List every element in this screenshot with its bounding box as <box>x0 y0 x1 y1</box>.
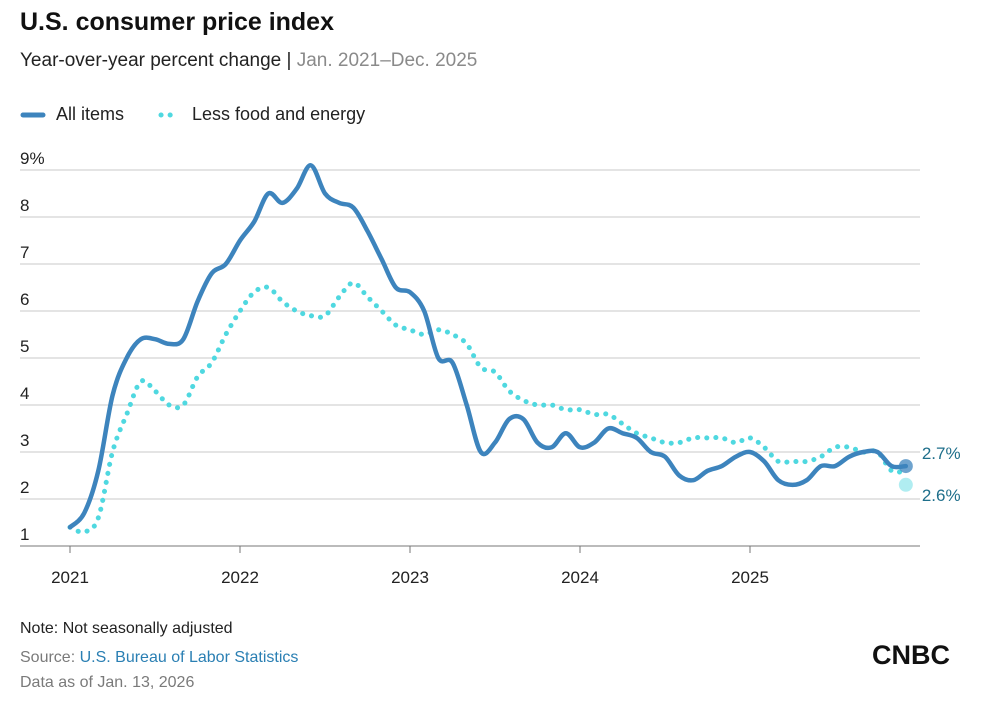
x-tick-label: 2021 <box>51 568 89 587</box>
y-tick-label: 6 <box>20 290 29 309</box>
chart-legend: All items Less food and energy <box>20 104 399 125</box>
x-tick-label: 2024 <box>561 568 599 587</box>
source-prefix: Source: <box>20 649 80 666</box>
x-tick-label: 2022 <box>221 568 259 587</box>
legend-item-less-food-energy: Less food and energy <box>158 104 365 125</box>
legend-label: All items <box>56 104 125 124</box>
y-tick-label: 4 <box>20 384 29 403</box>
y-tick-label: 8 <box>20 196 29 215</box>
legend-item-all-items: All items <box>20 104 124 125</box>
y-tick-label: 7 <box>20 243 29 262</box>
y-tick-label: 3 <box>20 431 29 450</box>
cnbc-logo: CNBC <box>872 640 950 670</box>
legend-label: Less food and energy <box>192 104 366 124</box>
y-tick-label: 9% <box>20 149 45 168</box>
subtitle-date-range: Jan. 2021–Dec. 2025 <box>296 50 478 71</box>
x-axis: 2021 2022 2023 2024 2025 <box>20 545 920 587</box>
data-as-of: Data as of Jan. 13, 2026 <box>20 674 195 691</box>
core-cpi-line <box>67 280 909 535</box>
y-tick-label: 2 <box>20 478 29 497</box>
subtitle-separator: | <box>281 50 297 71</box>
chart-title: U.S. consumer price index <box>20 8 334 36</box>
x-tick-label: 2025 <box>731 568 769 587</box>
subtitle-measure: Year-over-year percent change <box>20 50 282 71</box>
source-line: Source: U.S. Bureau of Labor Statistics <box>20 649 298 667</box>
chart-subtitle: Year-over-year percent change | Jan. 202… <box>20 50 477 72</box>
end-markers: 2.7% 2.6% <box>898 444 961 505</box>
solid-line-swatch-icon <box>20 112 46 117</box>
core-end-marker <box>898 477 913 492</box>
source-link[interactable]: U.S. Bureau of Labor Statistics <box>79 649 299 666</box>
all-items-end-marker <box>898 459 913 474</box>
y-axis-ticks: 1 2 3 4 5 6 7 8 9% <box>20 149 45 544</box>
all-items-end-label: 2.7% <box>922 444 961 463</box>
y-tick-label: 1 <box>20 525 29 544</box>
core-end-label: 2.6% <box>922 486 961 505</box>
y-tick-label: 5 <box>20 337 29 356</box>
x-tick-label: 2023 <box>391 568 429 587</box>
series-lines <box>67 163 909 535</box>
gridlines <box>20 169 920 500</box>
footnote: Note: Not seasonally adjusted <box>20 620 233 637</box>
all-items-cpi-line <box>67 163 909 530</box>
dotted-line-swatch-icon <box>158 112 182 117</box>
